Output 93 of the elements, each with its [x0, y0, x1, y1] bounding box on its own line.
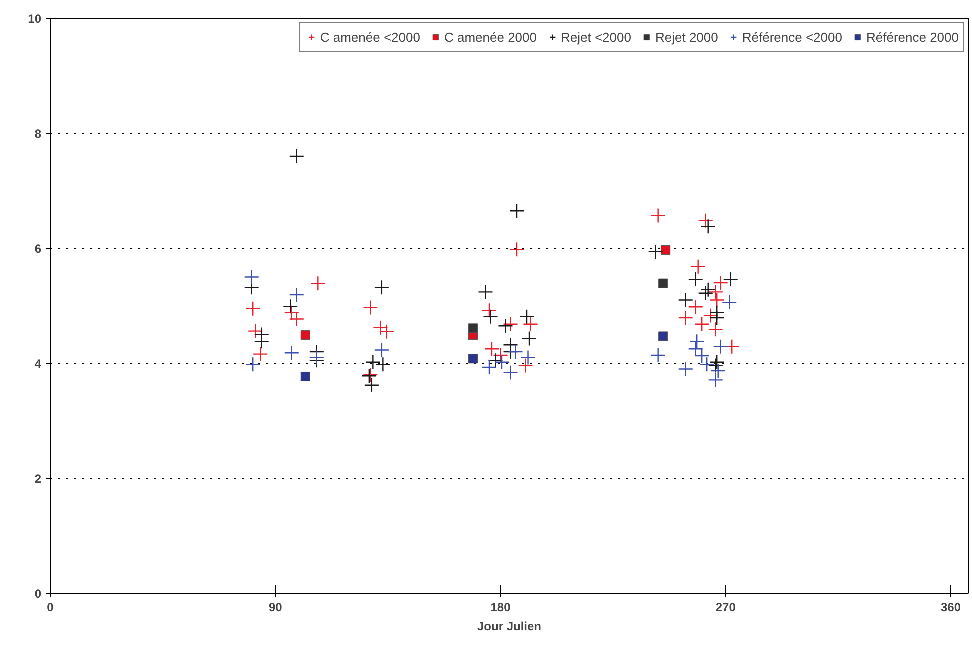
point — [374, 342, 390, 358]
point — [518, 358, 534, 374]
point — [300, 330, 310, 340]
point — [483, 309, 498, 325]
y-tick-label: 6 — [34, 242, 42, 256]
point — [700, 282, 716, 298]
point — [253, 346, 268, 362]
point — [482, 303, 498, 318]
point — [246, 357, 261, 372]
x-axis-title: Jour Julien — [477, 620, 542, 634]
point — [713, 339, 728, 354]
point — [498, 318, 514, 334]
point — [503, 365, 518, 380]
point — [289, 312, 304, 327]
point — [658, 332, 668, 342]
point — [310, 276, 326, 292]
y-tick-label: 4 — [34, 357, 42, 371]
point — [723, 272, 738, 288]
point — [508, 344, 524, 360]
point — [710, 292, 725, 308]
point — [710, 310, 725, 326]
point — [700, 357, 715, 372]
point — [283, 298, 298, 314]
point — [710, 363, 726, 379]
x-tick-label: 0 — [47, 600, 54, 614]
point — [708, 358, 724, 374]
point — [650, 348, 666, 364]
point — [708, 322, 724, 338]
point — [688, 272, 704, 288]
point — [503, 316, 518, 332]
legend-label: Référence 2000 — [866, 30, 959, 44]
point — [522, 331, 538, 346]
y-tick-label: 10 — [28, 12, 42, 26]
point — [690, 259, 706, 274]
point — [690, 334, 705, 350]
point — [284, 346, 300, 361]
point — [678, 292, 694, 308]
point — [484, 342, 500, 357]
point — [366, 354, 381, 370]
point — [300, 372, 310, 382]
point — [284, 305, 300, 320]
point — [374, 280, 390, 296]
point — [494, 354, 510, 370]
point — [254, 334, 270, 350]
point — [373, 320, 388, 336]
point — [688, 342, 704, 357]
point — [658, 278, 668, 288]
point — [248, 324, 264, 339]
point — [520, 350, 536, 366]
point — [363, 300, 378, 316]
point — [708, 372, 724, 388]
x-tick-label: 360 — [940, 600, 962, 614]
point — [289, 148, 304, 164]
point — [289, 287, 304, 303]
legend-label: Rejet <2000 — [561, 30, 632, 44]
y-tick-label: 0 — [34, 587, 42, 601]
point — [488, 353, 504, 368]
point — [519, 309, 535, 325]
point — [364, 378, 380, 393]
point — [698, 213, 714, 228]
point — [650, 208, 666, 224]
legend-label: Rejet 2000 — [655, 30, 718, 44]
point — [309, 350, 324, 366]
point — [678, 362, 694, 377]
point — [376, 357, 391, 372]
point — [648, 244, 664, 260]
point — [698, 286, 714, 301]
point — [722, 294, 738, 310]
point — [509, 204, 525, 219]
point — [678, 310, 694, 326]
y-tick-label: 8 — [34, 127, 42, 141]
point — [493, 348, 508, 364]
x-tick-label: 90 — [268, 600, 283, 614]
point — [468, 354, 478, 364]
point — [468, 324, 478, 334]
point — [509, 242, 525, 258]
point — [661, 245, 671, 255]
point — [482, 360, 498, 376]
point — [478, 284, 494, 300]
point — [688, 300, 704, 315]
x-tick-label: 270 — [716, 600, 736, 614]
point — [710, 354, 725, 370]
y-tick-label: 2 — [34, 472, 42, 486]
point — [246, 301, 261, 316]
point — [244, 270, 260, 285]
legend-label: C amenée <2000 — [320, 30, 420, 44]
point — [523, 316, 538, 332]
point — [694, 348, 710, 364]
point — [379, 324, 395, 340]
legend-label: Référence <2000 — [742, 30, 842, 44]
point — [700, 219, 716, 234]
x-tick-label: 180 — [490, 600, 512, 614]
legend-label: C amenée 2000 — [444, 30, 537, 44]
